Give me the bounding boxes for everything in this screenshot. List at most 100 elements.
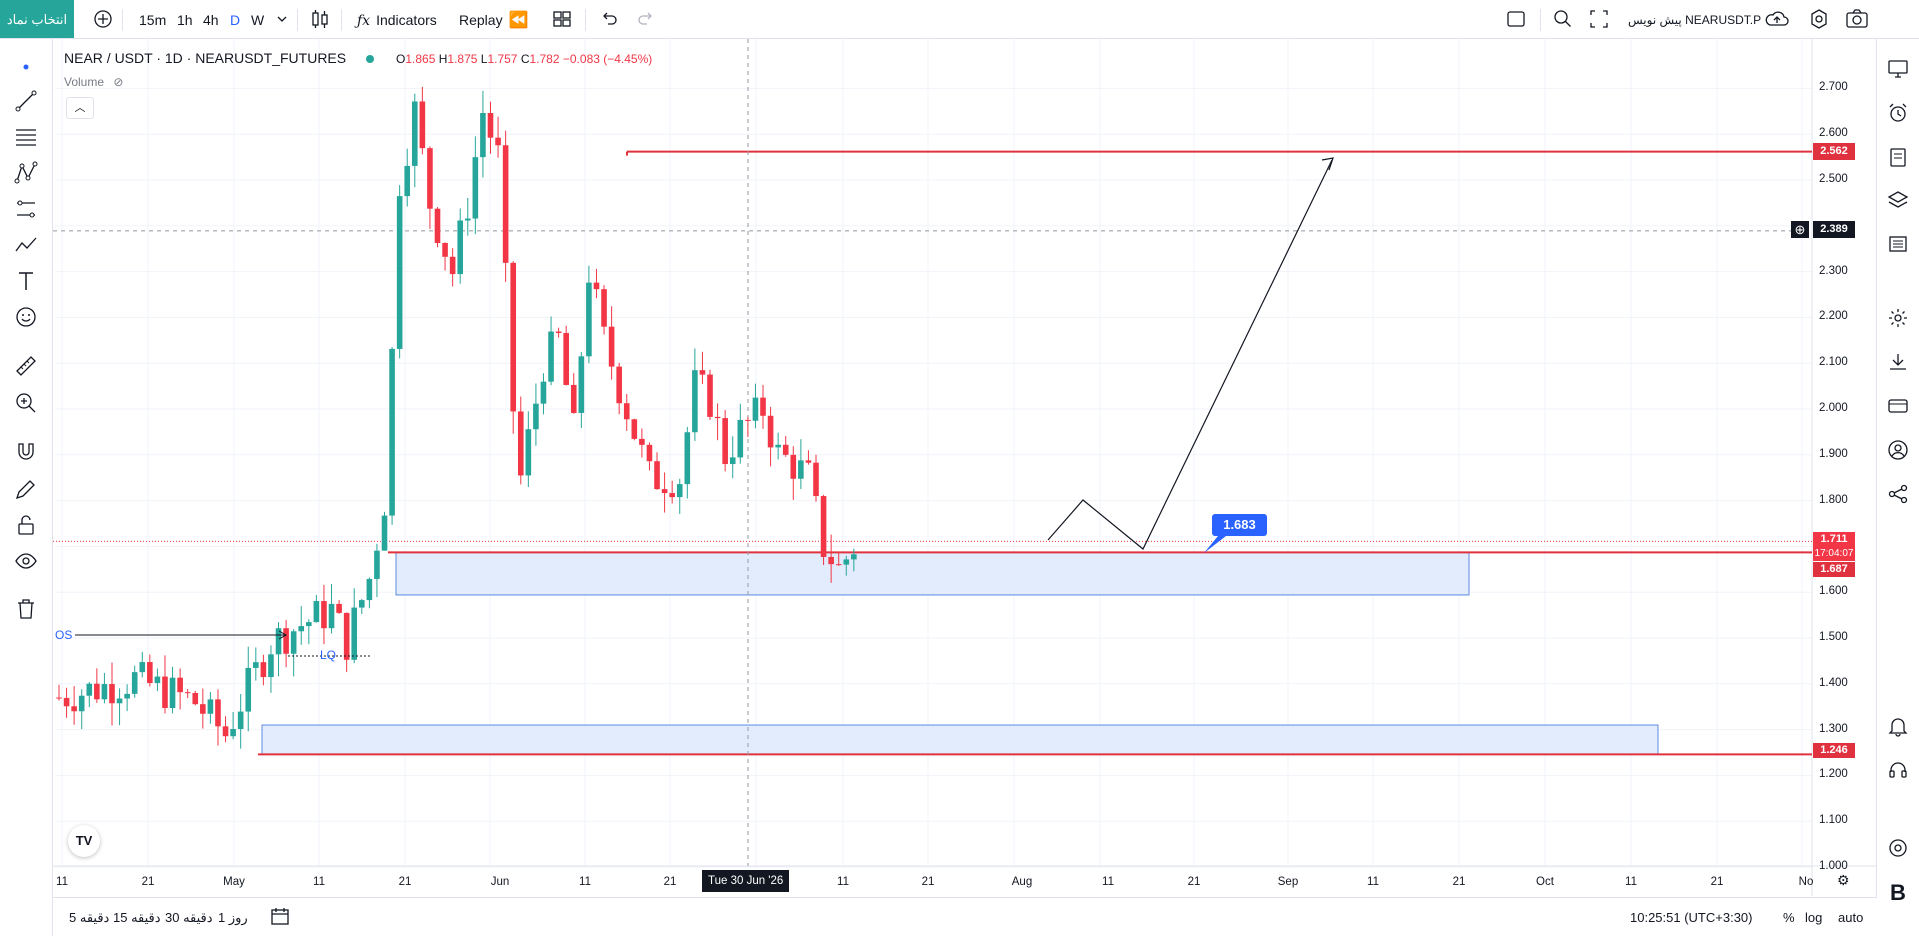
candle-body — [684, 432, 691, 485]
lock-icon — [18, 515, 34, 535]
ruler-tool[interactable] — [12, 352, 40, 380]
settings-button[interactable] — [1808, 0, 1830, 38]
quick-search-button[interactable] — [1553, 0, 1573, 38]
layers-button[interactable] — [1884, 186, 1912, 214]
magnet-tool[interactable] — [12, 438, 40, 466]
interval-15m[interactable]: 15m — [139, 12, 167, 28]
candle-body — [646, 444, 653, 462]
interval-4h[interactable]: 4h — [203, 12, 219, 28]
smiley-icon — [16, 307, 36, 327]
price-tick: 2.100 — [1819, 356, 1848, 369]
candle-body — [631, 419, 638, 439]
hide-tool[interactable] — [12, 547, 40, 575]
candle-body — [608, 326, 615, 367]
candle-body — [851, 554, 857, 560]
volume-legend[interactable]: Volume ⊘ — [64, 75, 123, 89]
cursor-tool[interactable] — [12, 53, 40, 81]
symbol-name[interactable]: پیش نویس NEARUSDT.P — [1628, 0, 1761, 38]
redo-button[interactable] — [637, 0, 655, 38]
fullscreen-icon — [1590, 10, 1608, 28]
range-30m[interactable]: 30 دقیقه — [165, 910, 213, 925]
stay-drawing-tool[interactable] — [12, 475, 40, 503]
brush-tool[interactable] — [12, 231, 40, 259]
open-value: 1.865 — [405, 52, 436, 66]
tradingview-logo[interactable]: TV — [68, 825, 100, 857]
range-5m[interactable]: 5 دقیقه — [69, 910, 110, 925]
candle-body — [253, 662, 259, 668]
eye-off-icon[interactable]: ⊘ — [113, 75, 124, 89]
snapshot-button[interactable] — [1845, 0, 1869, 38]
date-range-button[interactable] — [270, 898, 290, 952]
candle-body — [623, 403, 630, 420]
support-button[interactable] — [1884, 756, 1912, 784]
fib-tool[interactable] — [12, 123, 40, 151]
help-button[interactable] — [1884, 834, 1912, 862]
candle-body — [745, 419, 751, 421]
auto-toggle[interactable]: auto — [1838, 910, 1864, 925]
wallet-button[interactable] — [1884, 392, 1912, 420]
percent-toggle[interactable]: % — [1783, 910, 1795, 925]
candle-body — [517, 411, 524, 476]
fullscreen-button[interactable] — [1590, 0, 1608, 38]
candle-body — [131, 672, 138, 694]
trendline-tool[interactable] — [12, 87, 40, 115]
chart-type-button[interactable] — [310, 0, 330, 38]
pattern-tool[interactable] — [12, 159, 40, 187]
camera-icon — [1846, 9, 1868, 28]
candle-body — [699, 370, 706, 375]
brand-b-icon[interactable]: B — [1890, 880, 1906, 905]
interval-w[interactable]: W — [251, 12, 265, 28]
watchlist-button[interactable] — [1884, 55, 1912, 83]
text-tool[interactable] — [12, 267, 40, 295]
zoom-tool[interactable] — [12, 389, 40, 417]
candle-body — [56, 697, 62, 699]
candle-body — [200, 704, 206, 714]
undo-icon — [603, 12, 617, 25]
cloud-button[interactable] — [1764, 0, 1790, 38]
emoji-tool[interactable] — [12, 303, 40, 331]
interval-1h[interactable]: 1h — [177, 12, 193, 28]
clock-timezone[interactable]: 10:25:51 (UTC+3:30) — [1630, 910, 1753, 925]
separator — [341, 9, 342, 31]
candle-body — [510, 262, 516, 412]
range-15m[interactable]: 15 دقیقه — [113, 910, 161, 925]
add-symbol-button[interactable] — [93, 0, 113, 38]
fx-icon: ƒx — [357, 13, 371, 29]
high-value: 1.875 — [447, 52, 478, 66]
layout-button[interactable] — [553, 0, 571, 38]
share-icon — [1888, 484, 1908, 504]
time-axis-settings-icon[interactable]: ⚙ — [1837, 872, 1850, 888]
candle-body — [586, 282, 592, 357]
forecast-tool[interactable] — [12, 195, 40, 223]
candle-body — [752, 397, 759, 421]
notifications-button[interactable] — [1884, 712, 1912, 740]
log-toggle[interactable]: log — [1805, 910, 1823, 925]
chart-settings-button[interactable] — [1884, 304, 1912, 332]
interval-d[interactable]: D — [230, 12, 241, 28]
notes-button[interactable] — [1884, 143, 1912, 171]
alerts-button[interactable] — [1884, 99, 1912, 127]
crosshair-add-icon[interactable]: ⊕ — [1791, 221, 1809, 238]
candle-body — [502, 145, 509, 263]
download-button[interactable] — [1884, 348, 1912, 376]
candle-body — [707, 374, 713, 417]
share-button[interactable] — [1884, 480, 1912, 508]
lock-tool[interactable] — [12, 511, 40, 539]
profile-button[interactable] — [1884, 436, 1912, 464]
remove-tool[interactable] — [12, 595, 40, 623]
indicators-button[interactable]: ƒx Indicators — [357, 0, 437, 38]
bottom-toolbar: 5 دقیقه 15 دقیقه 30 دقیقه 1 روز 10:25:51… — [53, 897, 1877, 937]
time-tick: 21 — [141, 876, 155, 888]
undo-button[interactable] — [600, 0, 618, 38]
price-chart[interactable] — [53, 39, 1877, 896]
price-tick: 1.300 — [1819, 722, 1848, 735]
range-1d[interactable]: 1 روز — [218, 910, 248, 925]
level-label-bottom: 1.246 — [1813, 743, 1855, 758]
replay-button[interactable]: Replay ⏪ — [459, 0, 528, 38]
projection-path — [1047, 159, 1333, 550]
window-button[interactable] — [1506, 0, 1526, 38]
interval-dropdown[interactable] — [276, 0, 288, 38]
collapse-legend-button[interactable]: ︿ — [66, 97, 94, 119]
symbol-search-button[interactable]: انتخاب نماد — [0, 0, 74, 38]
object-tree-button[interactable] — [1884, 230, 1912, 258]
